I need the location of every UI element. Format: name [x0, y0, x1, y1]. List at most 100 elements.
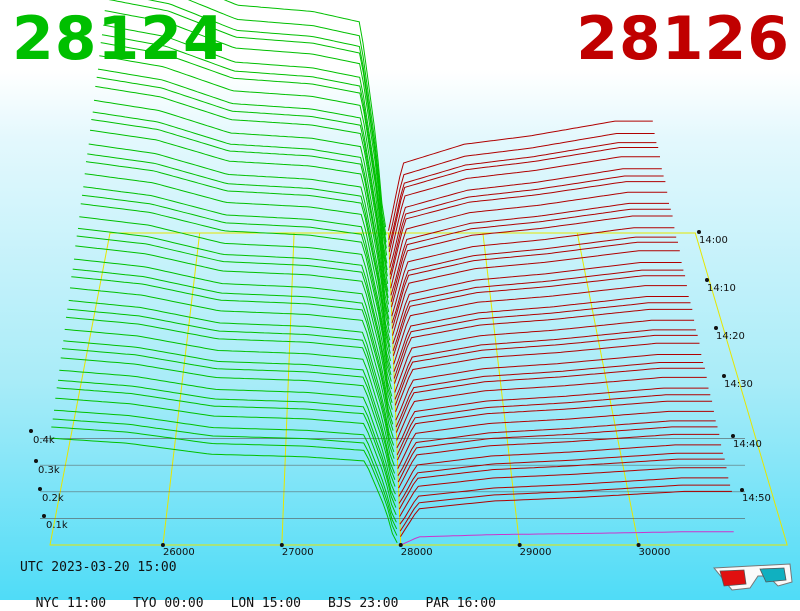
bid-depth-curve	[71, 276, 394, 431]
ask-depth-curve	[389, 181, 666, 280]
bid-depth-curve	[100, 42, 388, 277]
time-tick-label: 14:20	[716, 331, 745, 342]
bid-depth-curve	[60, 357, 396, 487]
time-tick-mark	[722, 374, 726, 378]
depth-tick-mark	[38, 487, 42, 491]
price-tick-mark	[279, 543, 284, 547]
price-tick-label: 30000	[639, 547, 671, 558]
bid-depth-curve	[76, 235, 393, 403]
ask-depth-curve	[390, 191, 668, 289]
ask-depth-curve	[394, 319, 695, 393]
grid-floor	[49, 232, 788, 546]
bid-depth-series	[49, 0, 398, 544]
bid-depth-curve	[91, 119, 390, 326]
bid-depth-curve	[88, 143, 391, 341]
grid-line-price	[482, 232, 521, 546]
time-tick-label: 14:10	[707, 283, 736, 294]
ask-depth-curve	[400, 490, 732, 537]
ask-depth-curve	[394, 334, 698, 406]
bid-depth-curve	[101, 34, 388, 271]
ask-depth-curve	[395, 362, 704, 428]
ask-depth-curve	[397, 420, 716, 476]
bid-depth-curve	[108, 0, 387, 249]
time-tick-mark	[705, 278, 709, 282]
ask-depth-curve	[389, 168, 662, 268]
bid-depth-curve	[92, 111, 390, 320]
ask-depth-curve	[389, 175, 664, 275]
ask-depth-curve	[399, 484, 731, 532]
ask-depth-curve	[392, 275, 686, 356]
bid-depth-curve	[52, 418, 398, 530]
ask-depth-curve	[398, 458, 725, 510]
ask-depth-curve	[393, 302, 691, 379]
ask-depth-curve	[396, 376, 707, 441]
ask-depth-curve	[395, 354, 702, 421]
bid-depth-curve	[68, 299, 395, 446]
grid-line-price	[162, 232, 201, 546]
world-clock: NYC 11:00 TYO 00:00 LON 15:00 BJS 23:00 PAR …	[20, 581, 523, 611]
price-tick-label: 28000	[401, 547, 433, 558]
bid-depth-curve	[75, 245, 393, 410]
ask-depth-curve	[388, 133, 655, 241]
depth-tick-label: 0.2k	[42, 493, 64, 504]
bid-depth-curve	[57, 379, 397, 502]
depth-tick-mark	[29, 429, 33, 433]
bid-depth-curve	[67, 308, 395, 453]
ask-depth-curve	[392, 250, 680, 336]
axis-ticks: 26000 27000 28000 29000 30000 0.1k 0.2k 0.3k 0.4…	[29, 230, 771, 558]
bid-depth-curve	[187, 0, 387, 236]
bid-depth-curve	[83, 186, 392, 369]
ask-depth-curve	[391, 241, 678, 329]
bid-depth-curve	[81, 194, 392, 376]
clock-par: PAR 16:00	[425, 596, 496, 611]
ask-depth-curve	[390, 202, 669, 296]
ask-depth-curve	[392, 269, 684, 352]
ask-depth-curve	[399, 467, 727, 517]
time-tick-mark	[714, 326, 718, 330]
ask-depth-curve	[391, 215, 673, 308]
ask-depth-curve	[398, 444, 722, 497]
grid-line-price	[576, 232, 640, 546]
grid-line-price	[281, 232, 295, 546]
bid-depth-curve	[55, 397, 397, 516]
price-tick-mark	[636, 543, 641, 547]
ask-depth-curve	[399, 477, 729, 525]
ask-depth-curve	[392, 262, 682, 345]
price-tick-mark	[160, 543, 165, 547]
bid-depth-curve	[65, 316, 395, 459]
3d-glasses-icon[interactable]	[712, 560, 794, 592]
ask-depth-curve	[400, 531, 734, 546]
time-tick-label: 14:40	[733, 439, 762, 450]
depth-tick-label: 0.1k	[46, 520, 68, 531]
ask-depth-curve	[390, 208, 671, 303]
bid-depth-curve	[223, 0, 387, 228]
bid-depth-curve	[99, 55, 389, 284]
bid-depth-curve	[49, 437, 398, 544]
clock-nyc: NYC 11:00	[35, 596, 107, 611]
depth-tick-label: 0.4k	[33, 435, 55, 446]
bid-depth-curve	[147, 0, 387, 243]
bid-depth-curve	[80, 203, 392, 382]
bid-depth-curve	[85, 161, 391, 354]
utc-time: UTC 2023-03-20 15:00	[20, 560, 177, 575]
time-tick-label: 14:00	[699, 235, 728, 246]
ask-depth-curve	[396, 387, 709, 449]
bid-depth-curve	[93, 99, 390, 313]
bid-depth-curve	[69, 287, 394, 438]
ask-depth-curve	[389, 156, 660, 260]
bid-depth-curve	[84, 173, 391, 362]
ask-depth-curve	[393, 296, 689, 372]
ask-depth-curve	[388, 147, 659, 253]
ask-depth-curve	[393, 285, 687, 365]
clock-bjs: BJS 23:00	[328, 596, 399, 611]
bid-depth-curve	[87, 153, 391, 348]
time-tick-mark	[731, 434, 735, 438]
ask-depth-curve	[397, 410, 714, 469]
bid-depth-curve	[104, 10, 388, 256]
grid-line-price	[387, 232, 402, 546]
bid-depth-curve	[63, 340, 396, 474]
price-tick-mark	[517, 543, 522, 547]
ask-depth-series	[388, 120, 734, 546]
price-tick-label: 29000	[520, 547, 552, 558]
